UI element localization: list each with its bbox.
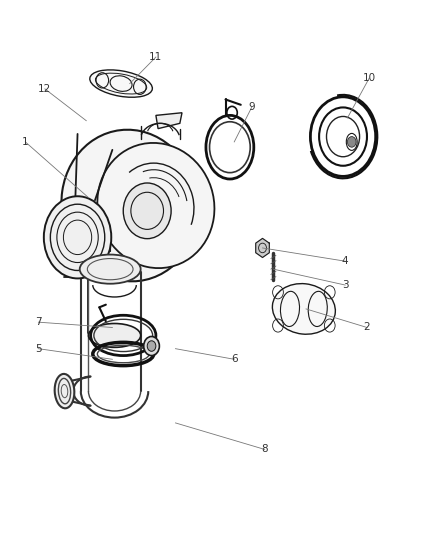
Text: 3: 3	[342, 280, 349, 290]
Text: 11: 11	[149, 52, 162, 62]
Ellipse shape	[123, 183, 171, 239]
Circle shape	[347, 136, 356, 147]
Ellipse shape	[61, 130, 198, 281]
Text: 6: 6	[231, 354, 237, 364]
Ellipse shape	[88, 324, 141, 348]
Text: 8: 8	[261, 445, 268, 455]
Text: 1: 1	[22, 137, 28, 147]
Ellipse shape	[80, 255, 141, 284]
Ellipse shape	[55, 374, 74, 408]
Ellipse shape	[90, 70, 152, 97]
Polygon shape	[256, 238, 269, 257]
Ellipse shape	[272, 284, 336, 334]
Text: 7: 7	[35, 317, 42, 327]
Circle shape	[147, 341, 156, 351]
Text: 12: 12	[38, 84, 52, 94]
Text: 4: 4	[342, 256, 349, 266]
Circle shape	[144, 336, 159, 356]
Text: 2: 2	[364, 322, 370, 333]
Ellipse shape	[97, 143, 215, 268]
Ellipse shape	[44, 196, 111, 278]
Text: 10: 10	[363, 73, 376, 83]
Polygon shape	[156, 113, 182, 128]
Text: 5: 5	[35, 344, 42, 354]
Text: 9: 9	[248, 102, 255, 112]
